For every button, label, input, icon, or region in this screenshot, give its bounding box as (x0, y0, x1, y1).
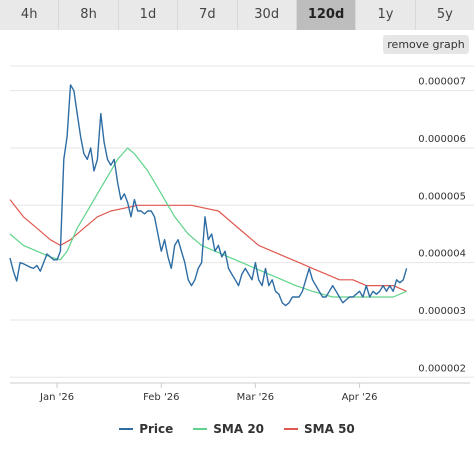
tab-1d[interactable]: 1d (118, 0, 179, 30)
legend-label-sma50: SMA 50 (304, 422, 355, 436)
legend-item-sma50[interactable]: SMA 50 (284, 422, 355, 436)
legend-swatch-price (119, 428, 134, 430)
y-tick-label: 0.000006 (418, 134, 466, 145)
series-line-sma50 (9, 199, 407, 292)
y-tick-label: 0.000005 (418, 191, 466, 202)
y-tick-label: 0.000003 (418, 306, 466, 317)
series-line-sma20 (9, 147, 407, 298)
legend-label-sma20: SMA 20 (213, 422, 265, 436)
legend-item-price[interactable]: Price (119, 422, 173, 436)
legend-swatch-sma50 (284, 428, 299, 430)
x-tick-label: Apr '26 (342, 392, 378, 403)
chart-legend: Price SMA 20 SMA 50 (0, 418, 474, 440)
legend-swatch-sma20 (193, 428, 208, 430)
price-chart: 0.000002 0.000003 0.000004 0.000005 0.000006… (9, 65, 474, 403)
tab-8h[interactable]: 8h (59, 0, 119, 30)
tab-1y[interactable]: 1y (356, 0, 416, 30)
y-tick-label: 0.000004 (418, 249, 466, 260)
y-tick-label: 0.000002 (418, 363, 466, 374)
x-tick-label: Jan '26 (39, 392, 74, 403)
legend-label-price: Price (139, 422, 174, 436)
x-tick-label: Mar '26 (237, 392, 275, 403)
tab-120d[interactable]: 120d (296, 0, 357, 30)
legend-item-sma20[interactable]: SMA 20 (193, 422, 264, 436)
tab-30d[interactable]: 30d (237, 0, 297, 30)
y-tick-label: 0.000007 (418, 77, 466, 88)
tab-5y[interactable]: 5y (415, 0, 474, 30)
series-line-price (9, 84, 408, 307)
x-tick-label: Feb '26 (143, 392, 179, 403)
timeframe-tabs: 4h 8h 1d 7d 30d 120d 1y 5y (0, 0, 474, 30)
remove-graph-button[interactable]: remove graph (383, 35, 469, 54)
tab-7d[interactable]: 7d (178, 0, 238, 30)
tab-4h[interactable]: 4h (0, 0, 60, 30)
